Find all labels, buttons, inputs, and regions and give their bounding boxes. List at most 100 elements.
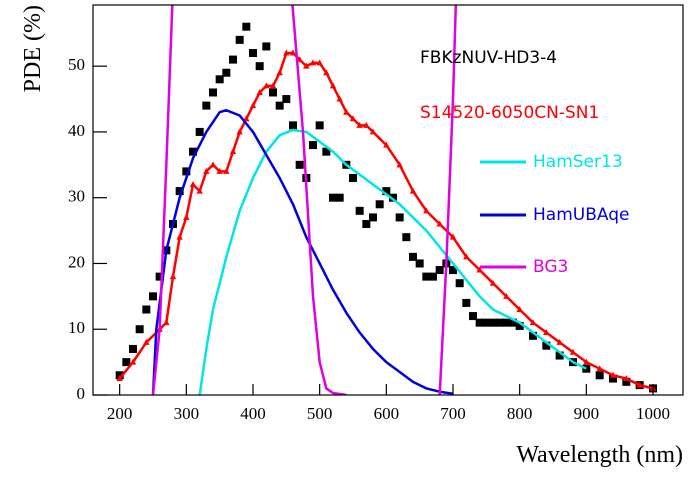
data-point — [636, 381, 643, 388]
data-point — [596, 365, 603, 372]
data-point — [329, 193, 337, 202]
data-point — [595, 371, 604, 380]
data-point — [116, 375, 123, 382]
data-point — [355, 206, 364, 215]
y-tick-label: 0 — [77, 384, 86, 403]
data-point — [303, 62, 310, 69]
x-tick-label: 200 — [107, 404, 133, 423]
data-point — [309, 141, 317, 150]
data-point — [309, 59, 317, 66]
data-point — [409, 187, 417, 194]
data-point — [569, 348, 577, 355]
data-point — [515, 321, 524, 330]
data-point — [263, 82, 270, 89]
data-point — [189, 181, 197, 188]
data-point — [335, 193, 344, 202]
data-point — [529, 319, 537, 326]
data-point — [409, 252, 417, 261]
data-point — [163, 319, 170, 326]
data-point — [382, 187, 391, 196]
data-point — [516, 306, 523, 313]
data-point — [202, 101, 211, 110]
data-point — [509, 318, 517, 327]
data-point — [209, 161, 217, 168]
x-tick-label: 400 — [240, 404, 266, 423]
axes: 200 300 400 500 600 700 800 900 1000 0 10 20 30 40 50 — [68, 55, 670, 423]
data-point — [322, 147, 331, 156]
data-point — [449, 233, 457, 240]
y-tick-label: 50 — [68, 55, 85, 74]
data-point — [396, 161, 403, 168]
x-axis-title: Wavelength (nm) — [516, 442, 683, 468]
data-point — [429, 272, 437, 281]
data-point — [543, 329, 550, 336]
data-point — [189, 147, 197, 156]
data-point — [242, 22, 251, 31]
data-point — [216, 167, 223, 174]
data-point — [402, 233, 411, 242]
data-point — [436, 220, 443, 227]
series-line — [151, 5, 458, 395]
data-point — [462, 298, 471, 307]
data-point — [529, 331, 537, 340]
data-point — [229, 55, 237, 64]
data-point — [155, 272, 164, 281]
data-point — [129, 358, 137, 365]
data-point — [275, 101, 284, 110]
data-point — [556, 338, 563, 345]
data-point — [183, 213, 190, 220]
data-point — [395, 213, 404, 222]
data-point — [203, 167, 210, 174]
data-point — [215, 75, 224, 84]
data-point — [169, 273, 177, 280]
data-point — [489, 279, 497, 286]
legend-label: HamUBAqe — [533, 205, 629, 225]
data-point — [315, 121, 324, 130]
x-tick-label: 900 — [574, 404, 600, 423]
data-point — [135, 325, 144, 334]
data-point — [262, 42, 271, 51]
x-tick-label: 800 — [507, 404, 533, 423]
data-point — [255, 62, 264, 71]
series-line — [151, 108, 454, 395]
data-point — [369, 213, 377, 222]
data-point — [176, 233, 183, 240]
data-point — [503, 292, 510, 299]
data-point — [415, 259, 424, 268]
data-point — [542, 341, 551, 350]
data-point — [289, 49, 297, 56]
y-tick-label: 20 — [68, 252, 85, 271]
data-point — [356, 121, 363, 128]
frame — [92, 4, 684, 396]
legend-label: BG3 — [533, 257, 568, 277]
data-point — [449, 266, 457, 275]
data-point — [622, 377, 631, 386]
data-point — [329, 82, 337, 89]
data-point — [142, 305, 151, 314]
data-point — [362, 220, 371, 229]
data-point — [435, 266, 444, 275]
data-point — [129, 344, 137, 353]
x-tick-label: 1000 — [636, 404, 670, 423]
data-point — [249, 49, 257, 58]
data-point — [475, 318, 484, 327]
data-point — [196, 187, 203, 194]
data-point — [349, 115, 357, 122]
data-point — [222, 68, 231, 77]
data-point — [455, 279, 464, 288]
x-tick-label: 500 — [307, 404, 333, 423]
data-point — [282, 95, 291, 104]
data-point — [582, 364, 591, 373]
x-tick-label: 300 — [174, 404, 200, 423]
data-point — [175, 187, 184, 196]
data-point — [316, 59, 323, 66]
data-point — [383, 141, 390, 148]
data-point — [229, 148, 237, 155]
plot-area — [115, 5, 657, 395]
data-point — [122, 358, 131, 367]
data-point — [269, 88, 277, 97]
x-tick-label: 600 — [374, 404, 400, 423]
data-point — [276, 69, 283, 76]
data-point — [369, 128, 377, 135]
